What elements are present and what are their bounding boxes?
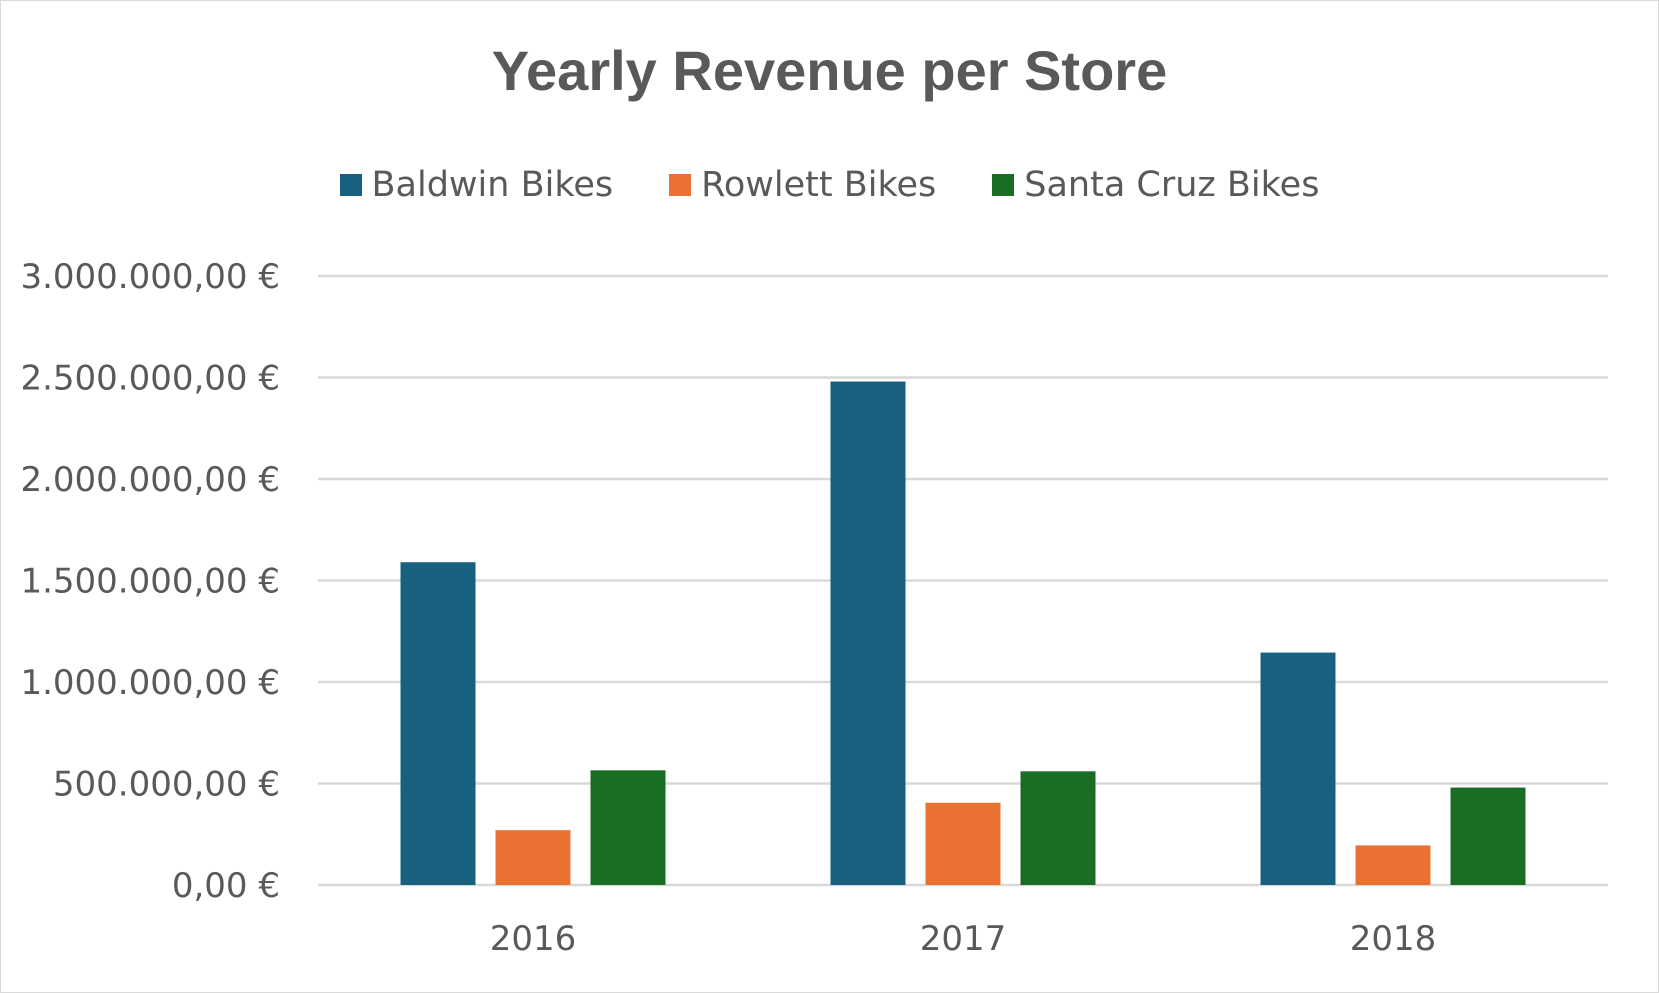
bar-santa-cruz-bikes-2018	[1450, 787, 1526, 885]
y-tick-label: 2.000.000,00 €	[20, 460, 280, 500]
legend-label-rowlett: Rowlett Bikes	[701, 165, 937, 205]
bar-baldwin-bikes-2018	[1260, 652, 1336, 885]
chart-title: Yearly Revenue per Store	[491, 39, 1168, 102]
y-tick-label: 1.000.000,00 €	[20, 663, 280, 703]
legend-item-santa-cruz: Santa Cruz Bikes	[992, 165, 1319, 205]
y-tick-label: 2.500.000,00 €	[20, 359, 280, 399]
legend-item-rowlett: Rowlett Bikes	[669, 165, 936, 205]
y-tick-label: 3.000.000,00 €	[20, 257, 280, 297]
x-tick-label: 2016	[490, 919, 577, 959]
bar-baldwin-bikes-2016	[400, 562, 476, 885]
y-tick-label: 500.000,00 €	[53, 765, 280, 805]
legend-swatch-rowlett	[669, 174, 692, 196]
bar-santa-cruz-bikes-2017	[1020, 771, 1096, 885]
bar-rowlett-bikes-2018	[1355, 845, 1431, 885]
legend-label-baldwin: Baldwin Bikes	[371, 165, 614, 205]
x-tick-label: 2017	[920, 919, 1007, 959]
bar-rowlett-bikes-2016	[495, 830, 571, 885]
bar-santa-cruz-bikes-2016	[590, 770, 666, 885]
legend-swatch-baldwin	[339, 174, 362, 196]
legend: Baldwin Bikes Rowlett Bikes Santa Cruz B…	[0, 165, 1659, 205]
legend-swatch-santa-cruz	[992, 174, 1015, 196]
bar-rowlett-bikes-2017	[925, 802, 1001, 885]
legend-item-baldwin: Baldwin Bikes	[339, 165, 614, 205]
y-tick-label: 1.500.000,00 €	[20, 562, 280, 602]
y-tick-label: 0,00 €	[172, 866, 280, 906]
x-tick-label: 2018	[1350, 919, 1437, 959]
legend-label-santa-cruz: Santa Cruz Bikes	[1024, 165, 1320, 205]
bar-baldwin-bikes-2017	[830, 381, 906, 885]
